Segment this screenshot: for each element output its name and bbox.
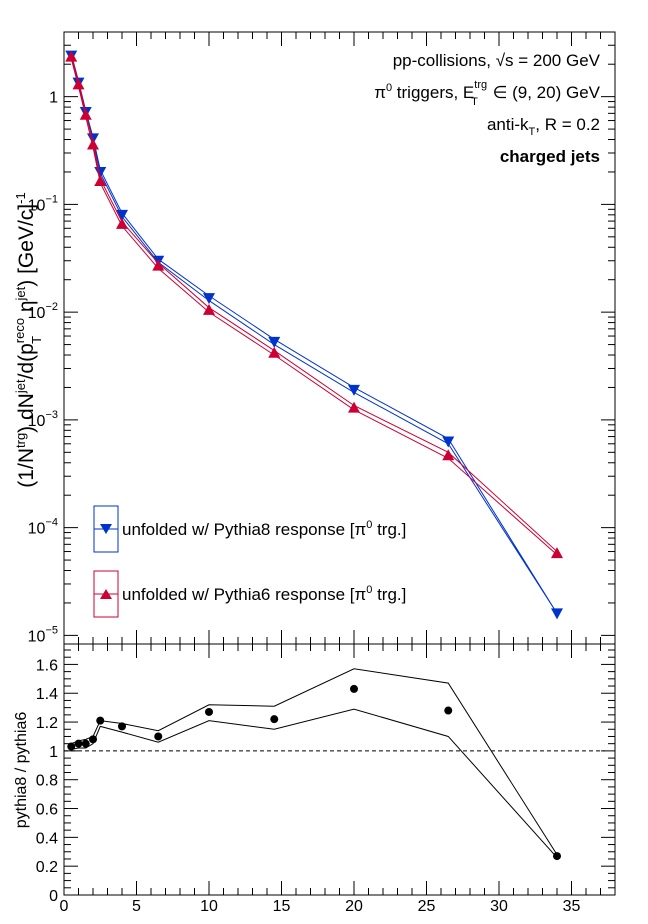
- ratio-y-ticks: 0 0.2 0.4 0.6 0.8 1 1.2 1.4 1.6: [36, 649, 615, 905]
- ratio-band-upper: [71, 668, 558, 855]
- ratio-y-tick-label: 0.2: [36, 859, 58, 876]
- main-y-tick-label: 10−5: [28, 624, 58, 645]
- ratio-data-point: [67, 742, 76, 751]
- ratio-data-point: [444, 706, 453, 715]
- main-y-tick-label: 10−4: [28, 517, 58, 538]
- x-tick-label: 30: [490, 898, 508, 915]
- data-point-pythia6: [551, 547, 563, 559]
- ratio-y-tick-label: 0: [49, 888, 58, 905]
- ratio-frame: [63, 643, 616, 896]
- main-y-tick-label: 10−1: [28, 193, 58, 214]
- ratio-data-point: [270, 715, 279, 724]
- data-point-pythia8: [551, 608, 563, 620]
- ratio-y-tick-label: 0.6: [36, 802, 58, 819]
- x-tick-label: 25: [418, 898, 436, 915]
- ratio-y-tick-label: 1.4: [36, 686, 58, 703]
- main-series-group: [65, 50, 563, 620]
- ratio-y-tick-label: 1.2: [36, 715, 58, 732]
- data-point-pythia6: [72, 78, 85, 90]
- ratio-data-point: [350, 684, 358, 693]
- ratio-y-tick-label: 1: [49, 744, 58, 761]
- ratio-data-point: [89, 735, 97, 744]
- ratio-data-point: [154, 732, 163, 741]
- main-plot: 1 10−1 10−2 10−3 10−4 10−5 (1/Ntrg) dNjet/d(p…: [12, 31, 616, 645]
- legend-entry-pythia8: unfolded w/ Pythia8 response [π0 trg.]: [93, 505, 406, 553]
- x-tick-label: 10: [200, 898, 218, 915]
- ratio-series-group: [64, 668, 605, 861]
- legend-marker-pythia6: [100, 589, 112, 599]
- main-x-ticks: [63, 32, 601, 644]
- ratio-data-point: [118, 722, 126, 731]
- main-y-ticks: 1 10−1 10−2 10−3 10−4 10−5: [28, 44, 615, 645]
- x-tick-label: 20: [345, 898, 363, 915]
- data-point-pythia6: [268, 346, 281, 358]
- data-point-pythia6: [442, 449, 455, 461]
- y-axis-title: (1/Ntrg) dNjet/d(preco T ηjet) [GeV/c]-1: [12, 192, 44, 487]
- main-y-tick-label: 10−2: [28, 301, 58, 322]
- data-point-pythia6: [65, 50, 78, 62]
- data-point-pythia6: [79, 108, 92, 120]
- main-y-tick-label: 1: [49, 90, 58, 107]
- ratio-data-point: [205, 707, 213, 716]
- legend-label-pythia6: unfolded w/ Pythia6 response [π0 trg.]: [122, 584, 406, 604]
- annotation-line-4: charged jets: [500, 147, 600, 166]
- data-point-pythia6: [87, 138, 99, 150]
- data-point-pythia6: [116, 217, 128, 229]
- annotation-line-2: π0 triggers, Etrg T ∈ (9, 20) GeV: [374, 79, 600, 108]
- annotation-line-3: anti-kT, R = 0.2: [487, 115, 600, 138]
- data-point-pythia6: [152, 259, 165, 271]
- legend-entry-pythia6: unfolded w/ Pythia6 response [π0 trg.]: [93, 570, 406, 618]
- ratio-x-ticks: 0 5 10 15 20 25 30 35: [60, 644, 601, 915]
- data-point-pythia6: [94, 174, 107, 186]
- data-point-pythia8: [348, 384, 360, 396]
- ratio-data-point: [96, 716, 105, 725]
- x-tick-label: 0: [60, 898, 69, 915]
- data-point-pythia8: [116, 209, 128, 221]
- ratio-data-point: [74, 739, 83, 748]
- main-frame: [63, 31, 616, 645]
- x-tick-label: 15: [273, 898, 291, 915]
- legend: unfolded w/ Pythia8 response [π0 trg.] u…: [93, 505, 406, 618]
- x-tick-label: 35: [563, 898, 581, 915]
- ratio-y-tick-label: 1.6: [36, 657, 58, 674]
- ratio-y-tick-label: 0.8: [36, 773, 58, 790]
- main-y-tick-label: 10−3: [28, 409, 58, 430]
- data-point-pythia6: [203, 303, 215, 315]
- ratio-y-axis-title: pythia8 / pythia6: [13, 712, 30, 829]
- data-point-pythia8: [203, 293, 215, 305]
- ratio-data-point: [553, 852, 561, 861]
- ratio-y-tick-label: 0.4: [36, 830, 58, 847]
- x-tick-label: 5: [132, 898, 141, 915]
- ratio-plot: 0 0.2 0.4 0.6 0.8 1 1.2 1.4 1.6 0 5 10 15 20 25 30 35 p…: [13, 643, 616, 915]
- data-point-pythia8: [268, 336, 281, 348]
- data-point-pythia8: [442, 436, 455, 448]
- legend-marker-pythia8: [100, 524, 112, 534]
- legend-label-pythia8: unfolded w/ Pythia8 response [π0 trg.]: [122, 519, 406, 539]
- ratio-data-point: [81, 739, 90, 748]
- series-band-pythia6: [70, 54, 558, 556]
- data-point-pythia6: [348, 401, 360, 413]
- ratio-band-lower: [71, 708, 558, 858]
- annotation-line-1: pp-collisions, √s = 200 GeV: [393, 51, 601, 70]
